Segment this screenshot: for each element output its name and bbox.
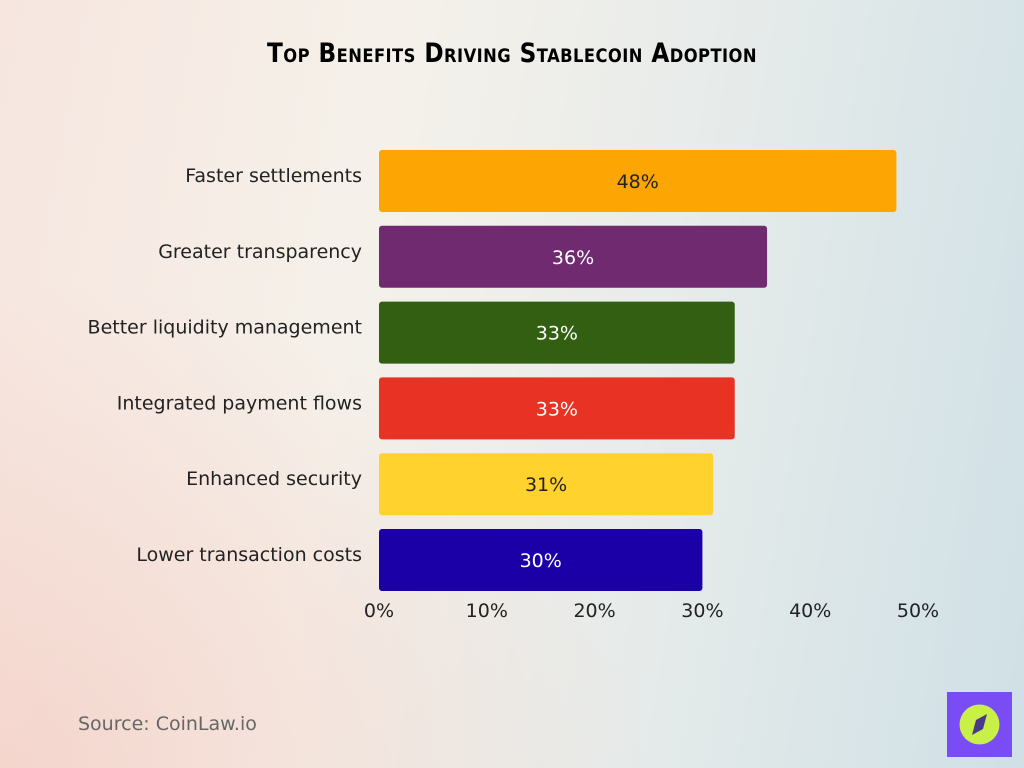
source-note: Source: CoinLaw.io <box>78 713 257 735</box>
x-tick-label: 20% <box>573 600 615 622</box>
category-label: Faster settlements <box>185 165 362 187</box>
category-label: Greater transparency <box>158 241 362 263</box>
chart-title: Top Benefits Driving Stablecoin Adoption <box>267 38 757 69</box>
category-label: Lower transaction costs <box>136 544 362 566</box>
x-tick-label: 0% <box>364 600 394 622</box>
logo <box>947 692 1012 757</box>
bar <box>379 150 897 212</box>
x-tick-label: 40% <box>789 600 831 622</box>
bar <box>379 453 714 516</box>
category-label: Better liquidity management <box>88 317 362 339</box>
bar <box>379 225 768 288</box>
category-label: Enhanced security <box>186 468 362 490</box>
category-label: Integrated payment flows <box>117 392 362 414</box>
data-label: 36% <box>552 247 594 269</box>
data-label: 30% <box>520 550 562 572</box>
data-label: 31% <box>525 474 567 496</box>
bar <box>379 377 735 440</box>
data-label: 33% <box>536 398 578 420</box>
x-tick-label: 50% <box>897 600 939 622</box>
data-label: 48% <box>617 171 659 193</box>
compass-icon <box>959 704 1000 745</box>
data-label: 33% <box>536 323 578 345</box>
x-tick-label: 10% <box>466 600 508 622</box>
bar <box>379 529 703 591</box>
bar <box>379 301 735 364</box>
x-tick-label: 30% <box>681 600 723 622</box>
